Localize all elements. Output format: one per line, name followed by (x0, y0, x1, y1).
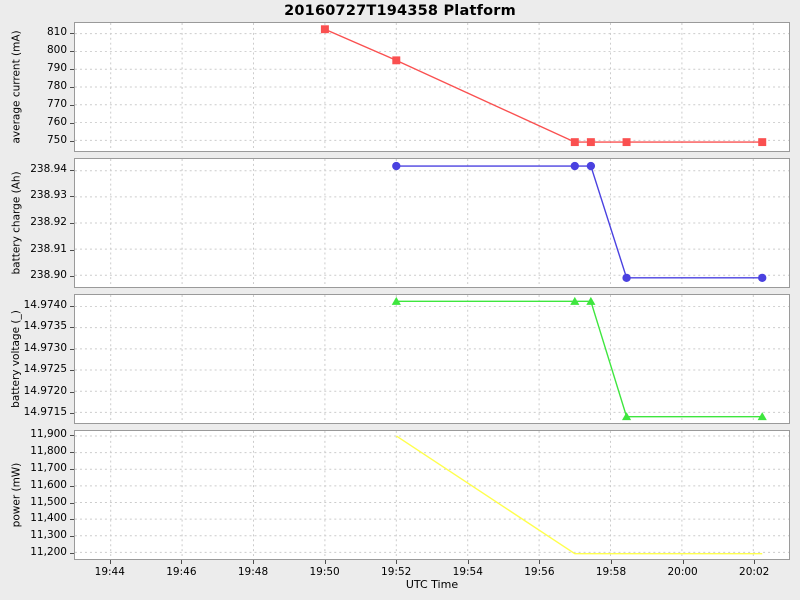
ytick-mark (70, 536, 74, 538)
ytick-mark (70, 141, 74, 143)
ytick-mark (70, 348, 74, 350)
ytick-label: 780 (46, 80, 67, 92)
panel-average-current (74, 22, 790, 152)
xtick-mark (253, 560, 254, 564)
xtick-mark (109, 560, 111, 564)
ytick-label: 14.9735 (23, 320, 67, 333)
xtick-mark (396, 560, 398, 564)
ytick-mark (70, 451, 74, 453)
ytick-label: 760 (46, 116, 67, 129)
ytick-mark (70, 370, 74, 372)
ytick-mark (70, 87, 74, 88)
ytick-label: 11,200 (30, 546, 67, 559)
ytick-mark (70, 413, 74, 415)
ytick-mark (70, 105, 74, 107)
ytick-mark (70, 196, 74, 198)
ytick-label: 750 (46, 134, 67, 147)
ytick-label: 810 (46, 25, 67, 38)
ytick-label: 11,800 (30, 444, 67, 457)
ytick-mark (70, 276, 74, 278)
xtick-label: 19:48 (237, 566, 269, 578)
yaxis-label-battery-charge: battery charge (Ah) (10, 171, 22, 275)
ytick-label: 14.9740 (23, 298, 67, 311)
ytick-mark (70, 391, 74, 393)
ytick-label: 14.9715 (23, 406, 67, 419)
ytick-mark (70, 327, 74, 329)
panel-battery-voltage (74, 294, 790, 424)
ytick-label: 14.9720 (23, 384, 67, 397)
ytick-mark (70, 32, 74, 34)
panel-average-current-plot (75, 23, 789, 151)
panel-battery-charge-plot (75, 159, 789, 287)
xtick-mark (754, 560, 756, 564)
ytick-mark (70, 223, 74, 224)
xtick-label: 20:00 (667, 566, 698, 578)
ytick-mark (70, 50, 74, 52)
xtick-label: 19:54 (452, 566, 483, 578)
figure-title: 20160727T194358 Platform (284, 3, 516, 19)
yaxis-label-battery-voltage: battery voltage (_) (10, 310, 22, 408)
ytick-label: 11,900 (30, 428, 67, 441)
xtick-mark (181, 560, 183, 564)
xtick-label: 19:56 (524, 566, 555, 578)
xtick-mark (539, 560, 541, 564)
panel-battery-voltage-plot (75, 295, 789, 423)
ytick-label: 770 (46, 98, 67, 111)
ytick-mark (70, 123, 74, 125)
xaxis-label: UTC Time (405, 578, 459, 591)
ytick-label: 238.93 (30, 189, 67, 202)
ytick-label: 238.94 (30, 162, 67, 175)
xtick-label: 19:52 (381, 566, 412, 578)
ytick-mark (70, 553, 74, 555)
ytick-label: 11,700 (30, 461, 67, 474)
xtick-label: 20:02 (739, 566, 770, 578)
ytick-mark (70, 468, 74, 470)
yaxis-label-average-current: average current (mA) (10, 30, 22, 144)
ytick-mark (70, 249, 74, 251)
ytick-mark (70, 305, 74, 307)
ytick-label: 11,600 (30, 478, 67, 491)
ytick-label: 14.9730 (23, 341, 67, 354)
ytick-mark (70, 68, 74, 70)
ytick-mark (70, 502, 74, 504)
xtick-mark (324, 560, 326, 564)
ytick-label: 790 (46, 61, 67, 74)
ytick-mark (70, 485, 74, 487)
ytick-label: 238.92 (30, 216, 67, 228)
xtick-label: 19:44 (94, 566, 125, 578)
ytick-label: 11,500 (30, 495, 67, 508)
yaxis-label-power: power (mW) (10, 462, 22, 528)
xtick-label: 19:50 (309, 566, 340, 578)
panel-power-plot (75, 431, 789, 559)
ytick-label: 11,300 (30, 529, 67, 542)
ytick-label: 11,400 (30, 512, 67, 525)
xtick-label: 19:46 (166, 566, 197, 578)
ytick-mark (70, 169, 74, 171)
ytick-label: 238.90 (30, 269, 67, 282)
xtick-mark (611, 560, 612, 564)
ytick-mark (70, 519, 74, 521)
ytick-mark (70, 435, 74, 437)
panel-battery-charge (74, 158, 790, 288)
xtick-label: 19:58 (595, 566, 627, 578)
ytick-label: 800 (46, 43, 67, 56)
ytick-label: 238.91 (30, 242, 67, 255)
xtick-mark (467, 560, 469, 564)
ytick-label: 14.9725 (23, 363, 67, 376)
panel-power (74, 430, 790, 560)
xtick-mark (682, 560, 684, 564)
